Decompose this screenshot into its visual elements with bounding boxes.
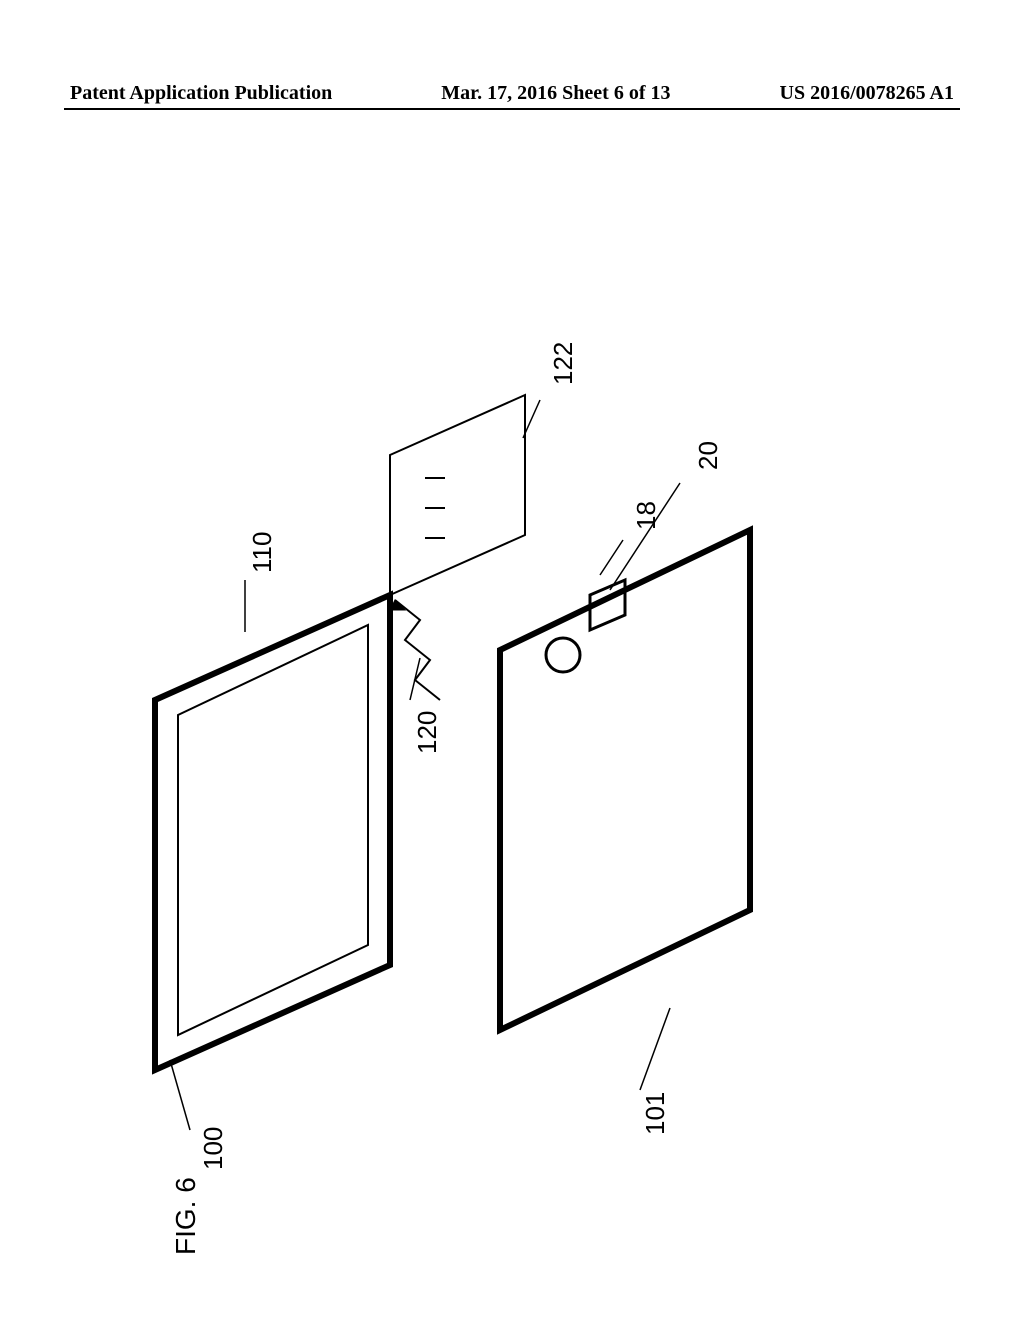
figure-caption: FIG. 6 — [170, 1177, 202, 1255]
label-101: 101 — [640, 1092, 671, 1135]
label-100: 100 — [198, 1127, 229, 1170]
label-110: 110 — [247, 532, 278, 573]
header-right: US 2016/0078265 A1 — [780, 82, 954, 105]
header-center: Mar. 17, 2016 Sheet 6 of 13 — [441, 82, 670, 105]
figure-area: 100 101 110 120 122 18 20 FIG. 6 — [70, 160, 954, 1260]
label-120: 120 — [412, 711, 443, 754]
header-left: Patent Application Publication — [70, 82, 332, 105]
label-122: 122 — [548, 342, 579, 385]
label-20: 20 — [693, 441, 724, 470]
figure-svg — [70, 160, 954, 1260]
label-18: 18 — [631, 501, 662, 530]
page-header: Patent Application Publication Mar. 17, … — [70, 82, 954, 105]
header-underline — [64, 108, 960, 110]
